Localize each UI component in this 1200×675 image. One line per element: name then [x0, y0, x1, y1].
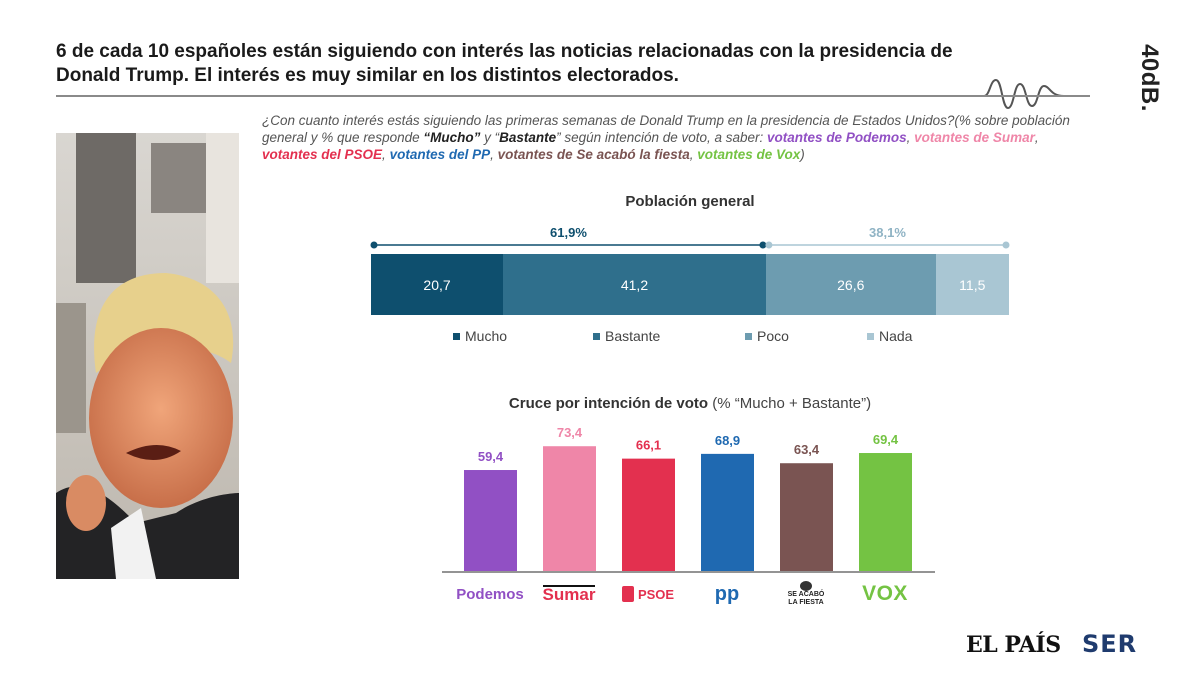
voters-sumar-label: votantes de Sumar — [914, 130, 1035, 145]
bracket-end-dot — [765, 241, 773, 249]
stack-segment-mucho: 20,7 — [371, 254, 504, 315]
stack-segment-bastante: 41,2 — [503, 254, 766, 315]
survey-question: ¿Con cuanto interés estás siguiendo las … — [262, 113, 1070, 162]
salf-face-icon — [800, 581, 812, 591]
bar-se-acabó-la-fiesta — [780, 463, 833, 571]
general-population-stacked-bar: 20,7 41,2 26,6 11,5 — [371, 254, 1009, 315]
legend-swatch — [453, 332, 460, 340]
bracket-label: 61,9% — [550, 225, 587, 240]
bracket-end-dot — [370, 241, 378, 249]
bracket-label: 38,1% — [869, 225, 906, 240]
ser-logo: SER — [1082, 630, 1138, 658]
stacked-bar-legend: Mucho Bastante Poco Nada — [371, 328, 1011, 348]
voters-vox-label: votantes de Vox — [697, 147, 801, 162]
legend-label: Poco — [757, 328, 789, 344]
legend-label: Mucho — [465, 328, 508, 344]
bar-pp — [701, 453, 754, 571]
salf-logo: SE ACABÓ LA FIESTA — [766, 578, 846, 610]
stack-segment-value: 20,7 — [423, 276, 451, 293]
el-pais-logo: EL PAÍS — [966, 632, 1061, 658]
legend-item-bastante: Bastante — [593, 328, 660, 344]
voters-salf-label: votantes de Se acabó la fiesta — [497, 147, 690, 162]
pp-logo: pp — [714, 582, 740, 605]
vox-logo: VOX — [862, 582, 908, 605]
headline: 6 de cada 10 españoles están siguiendo c… — [56, 41, 953, 86]
rose-icon — [621, 586, 634, 602]
legend-swatch — [593, 332, 600, 340]
bar-value-label: 63,4 — [794, 442, 820, 457]
trump-photo — [56, 133, 239, 579]
legend-swatch — [867, 332, 874, 340]
voters-pp-label: votantes del PP — [389, 147, 491, 162]
bar-value-label: 59,4 — [478, 449, 504, 464]
psoe-logo: PSOE — [608, 578, 688, 610]
podemos-logo: Podemos — [456, 585, 524, 603]
general-population-title: Población general — [625, 193, 755, 210]
voters-psoe-label: votantes del PSOE — [262, 147, 383, 162]
bar-sumar — [543, 446, 596, 571]
bar-value-label: 69,4 — [873, 432, 899, 447]
bar-value-label: 66,1 — [636, 438, 661, 453]
decorative-wave-icon — [983, 78, 1065, 110]
bar-podemos — [464, 470, 517, 571]
sumar-logo: Sumar — [542, 585, 596, 604]
title-divider — [56, 95, 1090, 97]
vote-intention-title: Cruce por intención de voto (% “Mucho + … — [508, 395, 872, 412]
bracket-end-dot — [1002, 241, 1010, 249]
legend-swatch — [745, 332, 752, 340]
legend-item-mucho: Mucho — [453, 328, 507, 344]
bar-value-label: 73,4 — [557, 425, 583, 440]
stack-segment-value: 41,2 — [620, 276, 649, 293]
bar-value-label: 68,9 — [715, 433, 740, 448]
bar-psoe — [622, 458, 675, 571]
party-logos: Podemos Sumar PSOE pp SE ACABÓ LA FIESTA… — [440, 578, 930, 612]
legend-item-poco: Poco — [745, 328, 789, 344]
stack-segment-poco: 26,6 — [765, 254, 936, 315]
stack-segment-value: 11,5 — [959, 276, 986, 293]
legend-item-nada: Nada — [867, 328, 912, 344]
bar-vox — [859, 453, 912, 571]
bracket-end-dot — [759, 241, 767, 249]
voters-podemos-label: votantes de Podemos — [767, 130, 907, 145]
legend-label: Bastante — [605, 328, 661, 344]
stack-segment-nada: 11,5 — [935, 254, 1009, 315]
legend-label: Nada — [879, 328, 913, 344]
stack-segment-value: 26,6 — [837, 276, 865, 293]
